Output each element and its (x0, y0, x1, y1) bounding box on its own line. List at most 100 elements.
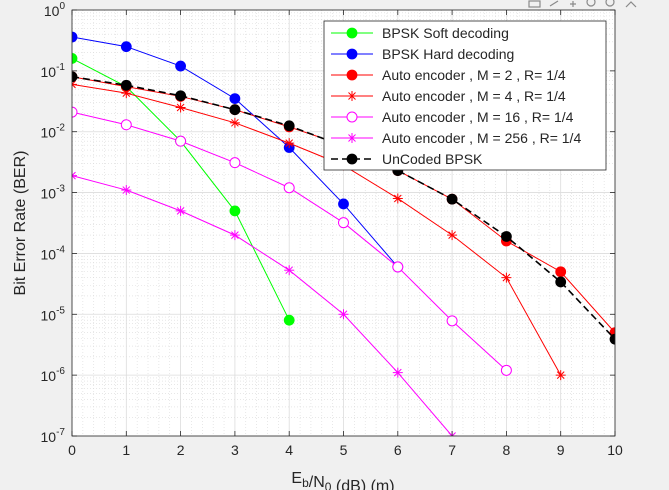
legend-marker (347, 133, 357, 143)
data-point (609, 333, 615, 345)
legend-entry: BPSK Hard decoding (331, 46, 514, 62)
legend-marker (347, 91, 357, 101)
data-point (72, 106, 78, 118)
y-tick-label: 100 (44, 1, 66, 19)
axes-toolbar[interactable] (528, 0, 637, 8)
legend-label: BPSK Hard decoding (382, 46, 514, 62)
legend-entry: Auto encoder , M = 2 , R= 1/4 (331, 67, 566, 83)
data-point (392, 193, 403, 204)
data-point (555, 370, 566, 381)
data-point (175, 102, 186, 113)
legend-marker (346, 27, 358, 39)
data-point (500, 231, 512, 242)
x-tick-label: 1 (122, 442, 130, 458)
y-tick-label: 10-1 (41, 62, 66, 80)
data-point (283, 182, 295, 194)
data-point (175, 60, 187, 72)
x-tick-label: 0 (68, 442, 76, 458)
data-point (229, 230, 240, 241)
data-point (446, 315, 458, 327)
data-point (283, 120, 295, 132)
x-tick-label: 6 (394, 442, 402, 458)
legend-marker (346, 153, 358, 165)
data-point (175, 90, 187, 102)
legend-label: Auto encoder , M = 256 , R= 1/4 (382, 130, 581, 146)
data-point (120, 119, 132, 131)
legend-label: Auto encoder , M = 2 , R= 1/4 (382, 67, 566, 83)
y-axis-label: Bit Error Rate (BER) (12, 151, 29, 296)
x-tick-labels: 0 1 2 3 4 5 6 7 8 9 10 (68, 442, 623, 458)
data-point (175, 135, 187, 147)
data-point (229, 117, 240, 128)
y-tick-label: 10-4 (41, 244, 66, 262)
y-tick-labels: 100 10-1 10-2 10-3 10-4 10-5 10-6 10-7 (41, 1, 66, 445)
data-point (338, 217, 349, 229)
legend-entry: Auto encoder , M = 16 , R= 1/4 (331, 109, 574, 125)
data-point (392, 261, 404, 273)
y-tick-label: 10-7 (41, 427, 66, 445)
series-line (72, 175, 453, 436)
x-tick-label: 9 (557, 442, 565, 458)
series-6 (72, 170, 458, 436)
data-point (283, 314, 295, 326)
legend-entry: BPSK Soft decoding (331, 25, 509, 41)
y-tick-label: 10-6 (41, 366, 66, 384)
data-point (501, 272, 512, 283)
legend-entry: UnCoded BPSK (331, 151, 483, 167)
data-point (175, 205, 186, 216)
x-tick-label: 7 (448, 442, 456, 458)
brush-icon[interactable] (549, 0, 559, 7)
data-point (229, 104, 241, 116)
data-point (500, 364, 512, 376)
x-tick-label: 4 (285, 442, 293, 458)
data-point (392, 367, 403, 378)
series-line (72, 83, 562, 376)
data-point (555, 276, 567, 288)
data-point (72, 71, 78, 83)
legend-label: BPSK Soft decoding (382, 25, 509, 41)
x-tick-label: 5 (340, 442, 348, 458)
data-point (284, 138, 295, 149)
data-point (72, 170, 77, 181)
data-point (72, 79, 77, 90)
zoom-in-icon[interactable] (586, 0, 596, 7)
legend-marker (346, 111, 358, 123)
x-tick-label: 8 (503, 442, 511, 458)
data-point (72, 53, 78, 64)
x-axis-label: Eb/N0 (dB) (m) (291, 470, 394, 490)
x-tick-label: 2 (177, 442, 185, 458)
data-point (229, 157, 241, 169)
data-point (555, 266, 567, 278)
data-point (120, 41, 132, 53)
series-5 (72, 106, 512, 376)
legend: BPSK Soft decoding BPSK Hard decoding Auto… (323, 20, 607, 171)
axis-ticks (71, 9, 616, 437)
legend-marker (346, 69, 358, 81)
zoom-out-icon[interactable] (605, 0, 615, 7)
export-icon[interactable] (528, 0, 541, 8)
data-point (446, 193, 458, 205)
data-point (284, 265, 295, 276)
pan-icon[interactable] (570, 1, 576, 7)
data-point (72, 31, 78, 43)
legend-label: Auto encoder , M = 4 , R= 1/4 (382, 88, 566, 104)
y-tick-label: 10-3 (41, 184, 66, 202)
data-point (447, 230, 458, 241)
y-tick-label: 10-5 (41, 305, 66, 323)
home-icon[interactable] (625, 1, 637, 8)
legend-entry: Auto encoder , M = 256 , R= 1/4 (331, 130, 581, 146)
legend-label: Auto encoder , M = 16 , R= 1/4 (382, 109, 574, 125)
data-point (338, 198, 349, 210)
y-tick-label: 10-2 (41, 123, 66, 141)
x-tick-label: 10 (607, 442, 623, 458)
legend-entry: Auto encoder , M = 4 , R= 1/4 (331, 88, 566, 104)
x-tick-label: 3 (231, 442, 239, 458)
legend-label: UnCoded BPSK (382, 151, 483, 167)
data-point (338, 309, 349, 320)
data-point (229, 93, 241, 105)
data-point (229, 205, 241, 217)
data-point (120, 79, 132, 91)
legend-marker (346, 48, 358, 60)
data-point (121, 185, 132, 196)
